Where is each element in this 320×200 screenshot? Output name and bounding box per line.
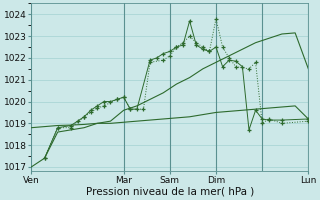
X-axis label: Pression niveau de la mer( hPa ): Pression niveau de la mer( hPa ) — [86, 187, 254, 197]
